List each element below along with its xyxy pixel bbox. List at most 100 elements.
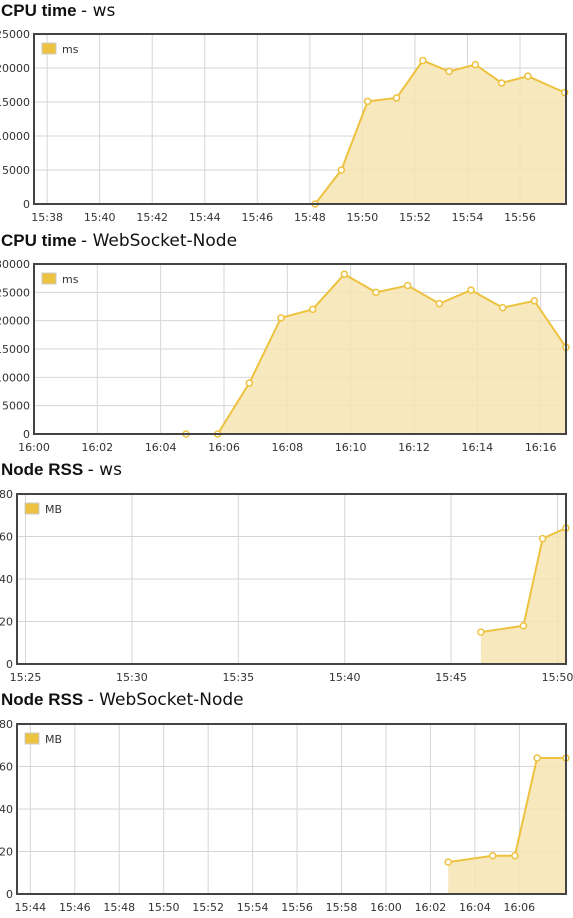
x-tick-label: 16:14: [461, 441, 493, 454]
x-tick-label: 16:02: [81, 441, 113, 454]
x-tick-label: 15:58: [326, 901, 358, 914]
x-tick-label: 15:50: [542, 671, 573, 684]
x-tick-label: 15:48: [294, 211, 326, 224]
data-point: [435, 299, 444, 308]
x-tick-label: 15:52: [192, 901, 224, 914]
x-tick-label: 15:40: [329, 671, 361, 684]
legend-swatch: [24, 732, 40, 745]
chart-title: CPU time - WebSocket-Node: [1, 231, 237, 251]
x-tick-label: 15:46: [59, 901, 91, 914]
data-point: [245, 379, 254, 387]
x-tick-label: 16:04: [459, 901, 491, 914]
data-point: [524, 72, 532, 80]
series-area: [315, 60, 565, 204]
x-tick-label: 15:50: [148, 901, 180, 914]
x-tick-label: 15:44: [14, 901, 46, 914]
y-tick-label: 80: [0, 718, 13, 731]
chart-rss-ws: 0 20 40 60 80 15:25 15:30 15:35 15:40 15:45 15:50 M…: [0, 488, 573, 684]
series-area: [448, 758, 566, 894]
y-tick-label: 20000: [0, 315, 30, 328]
data-point: [533, 754, 541, 762]
chart-title-sub: - WebSocket-Node: [87, 690, 244, 710]
data-point: [403, 281, 412, 290]
y-tick-label: 10000: [0, 130, 30, 143]
legend-label: ms: [62, 273, 79, 286]
chart-title-sub: - WebSocket-Node: [81, 231, 238, 251]
plot-frame: [16, 723, 567, 895]
data-point: [498, 303, 507, 312]
x-tick-label: 15:46: [241, 211, 273, 224]
y-tick-label: 0: [23, 428, 30, 441]
y-tick-label: 10000: [0, 371, 30, 384]
data-point: [497, 79, 506, 87]
data-point: [445, 67, 453, 76]
y-tick-label: 0: [23, 198, 30, 211]
series-line: [314, 59, 566, 205]
y-tick-label: 80: [0, 488, 13, 501]
chart-panel-rss-ws: Node RSS - ws 0 20 40 60 80 15:25 15:30 15:35 15…: [0, 460, 573, 693]
y-tick-label: 5000: [2, 400, 30, 413]
x-tick-label: 15:52: [399, 211, 431, 224]
chart-cpu-ws: 0 5000 10000 15000 20000 25000 15:38 15:40 15:42…: [0, 28, 569, 224]
series-area: [186, 274, 566, 434]
x-tick-label: 15:50: [347, 211, 379, 224]
x-tick-label: 16:00: [370, 901, 402, 914]
y-tick-label: 0: [6, 888, 13, 901]
series-area: [480, 528, 566, 664]
data-point: [519, 622, 528, 630]
data-point: [511, 852, 519, 860]
chart-title-main: Node RSS: [1, 460, 84, 479]
data-point: [488, 852, 497, 860]
data-point: [308, 305, 317, 314]
chart-title-sub: - ws: [81, 1, 116, 21]
chart-cpu-websocket-node: 0 5000 10000 15000 20000 25000 30000 16:00 16:02…: [0, 258, 570, 454]
x-tick-label: 16:06: [208, 441, 240, 454]
x-tick-label: 16:06: [503, 901, 535, 914]
data-point: [444, 858, 452, 866]
y-tick-label: 40: [0, 803, 13, 816]
y-tick-label: 5000: [2, 164, 30, 177]
y-tick-label: 60: [0, 761, 13, 774]
x-tick-label: 15:44: [189, 211, 221, 224]
chart-title: Node RSS - ws: [1, 460, 122, 480]
x-tick-label: 16:00: [18, 441, 50, 454]
y-tick-label: 20000: [0, 62, 30, 75]
data-point: [372, 288, 380, 297]
data-point: [419, 56, 427, 65]
data-point: [467, 286, 475, 294]
data-point: [277, 314, 285, 322]
x-tick-label: 16:02: [415, 901, 447, 914]
x-tick-label: 15:25: [10, 671, 42, 684]
x-tick-label: 16:08: [271, 441, 303, 454]
chart-rss-websocket-node: 0 20 40 60 80 15:44 15:46 15:48 15:50 15:52 15:54 1…: [0, 718, 570, 914]
legend-swatch: [24, 502, 40, 515]
plot-frame: [16, 493, 567, 665]
y-tick-label: 15000: [0, 343, 30, 356]
data-point: [471, 60, 480, 69]
data-point: [477, 628, 485, 636]
legend-label: ms: [62, 43, 79, 56]
x-tick-label: 16:16: [525, 441, 557, 454]
data-point: [340, 270, 349, 278]
data-point: [530, 297, 539, 305]
legend-swatch: [41, 272, 57, 285]
y-tick-label: 30000: [0, 258, 30, 271]
x-tick-label: 15:56: [504, 211, 536, 224]
x-tick-label: 15:54: [452, 211, 484, 224]
y-tick-label: 60: [0, 531, 13, 544]
y-tick-label: 20: [0, 616, 13, 629]
x-tick-label: 15:35: [222, 671, 254, 684]
x-tick-label: 15:40: [84, 211, 116, 224]
y-tick-label: 40: [0, 573, 13, 586]
x-tick-label: 15:38: [31, 211, 63, 224]
x-tick-label: 16:04: [145, 441, 177, 454]
plot-frame: [33, 263, 567, 435]
chart-title-main: CPU time: [1, 1, 77, 20]
x-tick-label: 15:54: [237, 901, 269, 914]
y-tick-label: 0: [6, 658, 13, 671]
legend-label: MB: [45, 733, 62, 746]
chart-title-sub: - ws: [87, 460, 122, 480]
series-line: [480, 527, 567, 634]
chart-panel-cpu-websocket-node: CPU time - WebSocket-Node 0 5000 10000 1500…: [0, 230, 573, 463]
x-tick-label: 15:56: [281, 901, 313, 914]
